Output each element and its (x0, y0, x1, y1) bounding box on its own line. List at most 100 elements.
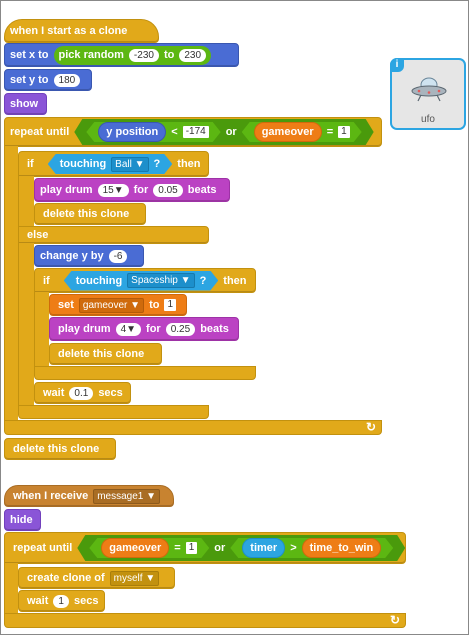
wait-label: wait (27, 595, 49, 607)
chevron-down-icon: ▼ (145, 572, 156, 584)
play-drum-block-2[interactable]: play drum 4▼ for 0.25 beats (49, 317, 239, 341)
change-y-block[interactable]: change y by -6 (34, 245, 144, 267)
inner-if-foot (34, 366, 256, 380)
or-operator[interactable]: gameover = 1 or timer > time_to_win (77, 535, 405, 561)
sprite-thumbnail[interactable]: i ufo (390, 58, 466, 130)
repeat-until-wall-2 (4, 563, 18, 615)
when-start-as-clone-hat[interactable]: when I start as a clone (4, 19, 159, 43)
timer-reporter[interactable]: timer (242, 538, 285, 558)
wait-input[interactable]: 1 (53, 594, 69, 608)
drum-dropdown[interactable]: 4▼ (115, 322, 142, 336)
if-else-foot (18, 405, 209, 419)
if-block[interactable]: if touching Spaceship ▼ ? then (34, 268, 256, 293)
delete-clone-label: delete this clone (43, 208, 130, 220)
or-label: or (214, 542, 226, 554)
show-label: show (10, 98, 39, 110)
chevron-down-icon: ▼ (134, 158, 145, 170)
touching-target-dropdown[interactable]: Spaceship ▼ (127, 273, 194, 288)
hide-block[interactable]: hide (4, 509, 41, 531)
delete-clone-block-3[interactable]: delete this clone (4, 438, 116, 460)
set-x-block[interactable]: set x to pick random -230 to 230 (4, 43, 239, 67)
ufo-icon (411, 77, 447, 102)
eq-value-input[interactable]: 1 (186, 542, 198, 554)
delete-clone-label: delete this clone (13, 443, 100, 455)
repeat-until-block[interactable]: repeat until y position < -174 or gameov… (4, 117, 382, 147)
secs-label: secs (98, 387, 123, 399)
pick-random-label: pick random (58, 49, 124, 61)
set-value-input[interactable]: 1 (164, 299, 177, 311)
repeat-until-block-2[interactable]: repeat until gameover = 1 or timer > tim… (4, 532, 406, 564)
wait-block-2[interactable]: wait 1 secs (18, 590, 105, 612)
repeat-until-foot-2: ↻ (4, 613, 406, 628)
delete-clone-label: delete this clone (58, 348, 145, 360)
wait-input[interactable]: 0.1 (69, 386, 94, 400)
play-drum-label: play drum (58, 323, 111, 335)
then-label: then (223, 274, 247, 287)
equals-operator[interactable]: gameover = 1 (242, 122, 362, 142)
set-y-input[interactable]: 180 (53, 73, 81, 87)
wait-label: wait (43, 387, 65, 399)
greater-than-operator[interactable]: timer > time_to_win (230, 538, 393, 558)
set-x-label: set x to (10, 49, 49, 61)
beats-input[interactable]: 0.25 (165, 322, 196, 336)
random-to-label: to (163, 49, 175, 61)
play-drum-label: play drum (40, 184, 93, 196)
random-from-input[interactable]: -230 (128, 48, 159, 62)
y-position-reporter[interactable]: y position (98, 122, 166, 142)
when-i-receive-hat[interactable]: when I receive message1 ▼ (4, 485, 174, 507)
loop-arrow-icon: ↻ (365, 420, 376, 434)
touching-ball-predicate[interactable]: touching Ball ▼ ? (48, 154, 173, 174)
secs-label: secs (73, 595, 99, 607)
chevron-down-icon: ▼ (180, 275, 191, 286)
repeat-until-label: repeat until (10, 126, 70, 138)
gt-sign: > (290, 542, 297, 554)
gameover-reporter[interactable]: gameover (254, 122, 322, 142)
time-to-win-reporter[interactable]: time_to_win (302, 538, 382, 558)
beats-input[interactable]: 0.05 (153, 183, 183, 197)
play-drum-block-1[interactable]: play drum 15▼ for 0.05 beats (34, 178, 230, 202)
create-clone-block[interactable]: create clone of myself ▼ (18, 567, 175, 589)
random-to-input[interactable]: 230 (179, 48, 207, 62)
chevron-down-icon: ▼ (113, 184, 124, 196)
chevron-down-icon: ▼ (146, 490, 157, 502)
else-label: else (27, 229, 49, 241)
change-y-label: change y by (40, 250, 104, 262)
equals-operator[interactable]: gameover = 1 (89, 538, 209, 558)
then-label: then (177, 158, 201, 170)
eq-sign: = (326, 126, 334, 138)
lt-sign: < (171, 126, 178, 138)
show-block[interactable]: show (4, 93, 47, 115)
delete-clone-block-1[interactable]: delete this clone (34, 203, 146, 225)
set-y-label: set y to (10, 74, 49, 86)
question-mark: ? (199, 274, 207, 287)
else-branch: else (18, 226, 209, 244)
less-than-operator[interactable]: y position < -174 (86, 122, 220, 142)
repeat-until-foot: ↻ (4, 420, 382, 435)
eq-value-input[interactable]: 1 (338, 126, 350, 138)
chevron-down-icon: ▼ (130, 299, 141, 311)
if-else-block[interactable]: if touching Ball ▼ ? then (18, 151, 209, 177)
chevron-down-icon: ▼ (126, 323, 137, 335)
question-mark: ? (153, 158, 161, 170)
lt-value-input[interactable]: -174 (183, 126, 209, 138)
if-wall (18, 176, 34, 226)
info-icon[interactable]: i (390, 58, 404, 72)
clone-target-dropdown[interactable]: myself ▼ (109, 570, 160, 586)
set-y-block[interactable]: set y to 180 (4, 69, 92, 91)
or-operator[interactable]: y position < -174 or gameover = 1 (74, 119, 373, 145)
variable-dropdown[interactable]: gameover ▼ (78, 297, 145, 313)
set-variable-block[interactable]: set gameover ▼ to 1 (49, 294, 187, 316)
touching-spaceship-predicate[interactable]: touching Spaceship ▼ ? (64, 271, 219, 291)
drum-dropdown[interactable]: 15▼ (97, 183, 129, 197)
change-y-input[interactable]: -6 (108, 249, 128, 263)
gameover-reporter[interactable]: gameover (101, 538, 169, 558)
message-dropdown[interactable]: message1 ▼ (93, 488, 161, 504)
beats-label: beats (200, 323, 229, 335)
touching-label: touching (59, 158, 107, 170)
delete-clone-block-2[interactable]: delete this clone (49, 343, 162, 365)
touching-target-dropdown[interactable]: Ball ▼ (111, 157, 148, 172)
pick-random-reporter[interactable]: pick random -230 to 230 (53, 45, 212, 65)
for-label: for (146, 323, 161, 335)
wait-block[interactable]: wait 0.1 secs (34, 382, 131, 404)
